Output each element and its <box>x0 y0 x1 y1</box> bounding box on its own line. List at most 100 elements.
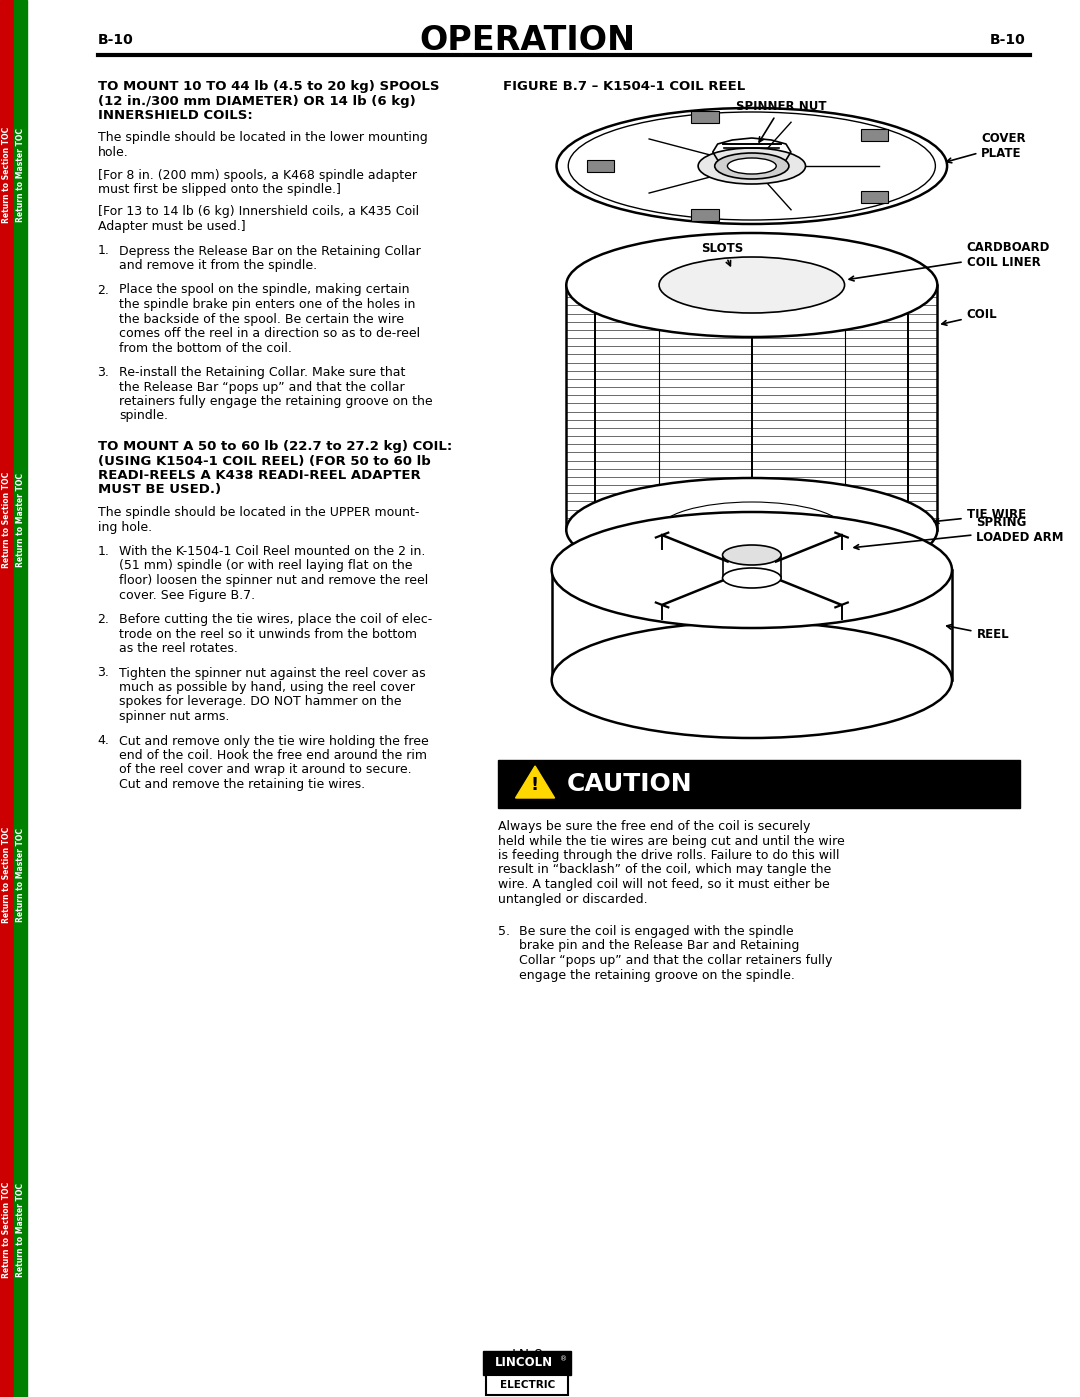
Text: 2.: 2. <box>97 613 109 626</box>
Text: Adapter must be used.]: Adapter must be used.] <box>97 219 245 233</box>
Bar <box>0 0 14 1397</box>
Text: LINCOLN: LINCOLN <box>496 1356 553 1369</box>
Bar <box>498 760 1021 807</box>
Text: retainers fully engage the retaining groove on the: retainers fully engage the retaining gro… <box>119 395 433 408</box>
Text: SLOTS: SLOTS <box>701 242 744 265</box>
Text: wire. A tangled coil will not feed, so it must either be: wire. A tangled coil will not feed, so i… <box>498 877 829 891</box>
Text: SPINNER NUT: SPINNER NUT <box>735 101 826 142</box>
Ellipse shape <box>723 569 781 588</box>
Text: COVER
PLATE: COVER PLATE <box>947 131 1026 163</box>
Text: the backside of the spool. Be certain the wire: the backside of the spool. Be certain th… <box>119 313 404 326</box>
FancyBboxPatch shape <box>861 190 888 203</box>
Text: B-10: B-10 <box>97 34 134 47</box>
FancyBboxPatch shape <box>691 110 718 123</box>
Polygon shape <box>515 766 555 798</box>
Text: Return to Master TOC: Return to Master TOC <box>16 129 25 222</box>
Text: READI-REELS A K438 READI-REEL ADAPTER: READI-REELS A K438 READI-REEL ADAPTER <box>97 469 420 482</box>
Ellipse shape <box>566 478 937 583</box>
Ellipse shape <box>659 257 845 313</box>
Text: LN-8: LN-8 <box>511 1348 543 1362</box>
Text: 3.: 3. <box>97 666 109 679</box>
Text: MUST BE USED.): MUST BE USED.) <box>97 483 220 496</box>
Text: (12 in./300 mm DIAMETER) OR 14 lb (6 kg): (12 in./300 mm DIAMETER) OR 14 lb (6 kg) <box>97 95 416 108</box>
Text: Return to Master TOC: Return to Master TOC <box>16 1183 25 1277</box>
Text: Cut and remove the retaining tie wires.: Cut and remove the retaining tie wires. <box>119 778 365 791</box>
Ellipse shape <box>568 112 935 219</box>
Ellipse shape <box>659 502 845 557</box>
Text: from the bottom of the coil.: from the bottom of the coil. <box>119 341 292 355</box>
Text: 4.: 4. <box>97 735 109 747</box>
Text: held while the tie wires are being cut and until the wire: held while the tie wires are being cut a… <box>498 834 845 848</box>
Text: 2.: 2. <box>97 284 109 296</box>
Ellipse shape <box>552 622 951 738</box>
Text: (USING K1504-1 COIL REEL) (FOR 50 to 60 lb: (USING K1504-1 COIL REEL) (FOR 50 to 60 … <box>97 454 431 468</box>
Text: Return to Section TOC: Return to Section TOC <box>2 1182 11 1278</box>
Text: ELECTRIC: ELECTRIC <box>500 1380 555 1390</box>
Bar <box>484 1351 571 1375</box>
Ellipse shape <box>698 148 806 184</box>
Text: ing hole.: ing hole. <box>97 521 152 534</box>
Text: COIL: COIL <box>942 309 997 326</box>
Text: trode on the reel so it unwinds from the bottom: trode on the reel so it unwinds from the… <box>119 627 417 640</box>
Text: REEL: REEL <box>947 624 1009 641</box>
Ellipse shape <box>715 154 788 179</box>
Text: 3.: 3. <box>97 366 109 379</box>
Text: The spindle should be located in the UPPER mount-: The spindle should be located in the UPP… <box>97 506 419 520</box>
Text: CARDBOARD
COIL LINER: CARDBOARD COIL LINER <box>849 242 1050 281</box>
Text: and remove it from the spindle.: and remove it from the spindle. <box>119 258 318 272</box>
Ellipse shape <box>552 511 951 629</box>
Text: the spindle brake pin enters one of the holes in: the spindle brake pin enters one of the … <box>119 298 416 312</box>
Text: B-10: B-10 <box>989 34 1025 47</box>
Bar <box>14 0 27 1397</box>
Text: untangled or discarded.: untangled or discarded. <box>498 893 648 905</box>
Text: Be sure the coil is engaged with the spindle: Be sure the coil is engaged with the spi… <box>519 925 794 937</box>
Text: SPRING
LOADED ARM: SPRING LOADED ARM <box>854 515 1064 549</box>
Text: !: ! <box>531 775 539 793</box>
Text: ®: ® <box>559 1356 567 1362</box>
Text: CAUTION: CAUTION <box>566 773 692 796</box>
Text: Return to Section TOC: Return to Section TOC <box>2 127 11 224</box>
Text: TO MOUNT 10 TO 44 lb (4.5 to 20 kg) SPOOLS: TO MOUNT 10 TO 44 lb (4.5 to 20 kg) SPOO… <box>97 80 440 94</box>
FancyBboxPatch shape <box>861 130 888 141</box>
Text: 5.: 5. <box>498 925 510 937</box>
Text: Place the spool on the spindle, making certain: Place the spool on the spindle, making c… <box>119 284 409 296</box>
Text: as the reel rotates.: as the reel rotates. <box>119 643 238 655</box>
Text: [For 13 to 14 lb (6 kg) Innershield coils, a K435 Coil: [For 13 to 14 lb (6 kg) Innershield coil… <box>97 205 419 218</box>
Text: Return to Section TOC: Return to Section TOC <box>2 472 11 569</box>
Text: Return to Master TOC: Return to Master TOC <box>16 474 25 567</box>
Text: [For 8 in. (200 mm) spools, a K468 spindle adapter: [For 8 in. (200 mm) spools, a K468 spind… <box>97 169 417 182</box>
Text: With the K-1504-1 Coil Reel mounted on the 2 in.: With the K-1504-1 Coil Reel mounted on t… <box>119 545 426 557</box>
Ellipse shape <box>728 158 777 175</box>
Text: INNERSHIELD COILS:: INNERSHIELD COILS: <box>97 109 253 122</box>
Ellipse shape <box>566 233 937 337</box>
Text: result in “backlash” of the coil, which may tangle the: result in “backlash” of the coil, which … <box>498 863 832 876</box>
Text: spokes for leverage. DO NOT hammer on the: spokes for leverage. DO NOT hammer on th… <box>119 696 402 708</box>
Text: (51 mm) spindle (or with reel laying flat on the: (51 mm) spindle (or with reel laying fla… <box>119 560 413 573</box>
Text: comes off the reel in a direction so as to de-reel: comes off the reel in a direction so as … <box>119 327 420 339</box>
Bar <box>486 1375 568 1396</box>
Text: the Release Bar “pops up” and that the collar: the Release Bar “pops up” and that the c… <box>119 380 405 394</box>
Text: hole.: hole. <box>97 147 129 159</box>
Text: Collar “pops up” and that the collar retainers fully: Collar “pops up” and that the collar ret… <box>519 954 833 967</box>
Text: FIGURE B.7 – K1504-1 COIL REEL: FIGURE B.7 – K1504-1 COIL REEL <box>503 80 745 94</box>
Text: spindle.: spindle. <box>119 409 168 422</box>
Text: Return to Master TOC: Return to Master TOC <box>16 828 25 922</box>
Text: Before cutting the tie wires, place the coil of elec-: Before cutting the tie wires, place the … <box>119 613 432 626</box>
Text: TIE WIRE: TIE WIRE <box>934 509 1026 524</box>
Text: The spindle should be located in the lower mounting: The spindle should be located in the low… <box>97 131 428 144</box>
Text: of the reel cover and wrap it around to secure.: of the reel cover and wrap it around to … <box>119 764 411 777</box>
Text: is feeding through the drive rolls. Failure to do this will: is feeding through the drive rolls. Fail… <box>498 849 839 862</box>
Text: end of the coil. Hook the free end around the rim: end of the coil. Hook the free end aroun… <box>119 749 427 761</box>
Ellipse shape <box>723 545 781 564</box>
Text: Return to Section TOC: Return to Section TOC <box>2 827 11 923</box>
Text: cover. See Figure B.7.: cover. See Figure B.7. <box>119 588 255 602</box>
Text: must first be slipped onto the spindle.]: must first be slipped onto the spindle.] <box>97 183 340 196</box>
Text: Depress the Release Bar on the Retaining Collar: Depress the Release Bar on the Retaining… <box>119 244 421 257</box>
Ellipse shape <box>556 108 947 224</box>
Text: Re-install the Retaining Collar. Make sure that: Re-install the Retaining Collar. Make su… <box>119 366 405 379</box>
Text: Cut and remove only the tie wire holding the free: Cut and remove only the tie wire holding… <box>119 735 429 747</box>
FancyBboxPatch shape <box>691 210 718 222</box>
FancyBboxPatch shape <box>586 161 615 172</box>
Text: Always be sure the free end of the coil is securely: Always be sure the free end of the coil … <box>498 820 810 833</box>
Text: 1.: 1. <box>97 545 109 557</box>
